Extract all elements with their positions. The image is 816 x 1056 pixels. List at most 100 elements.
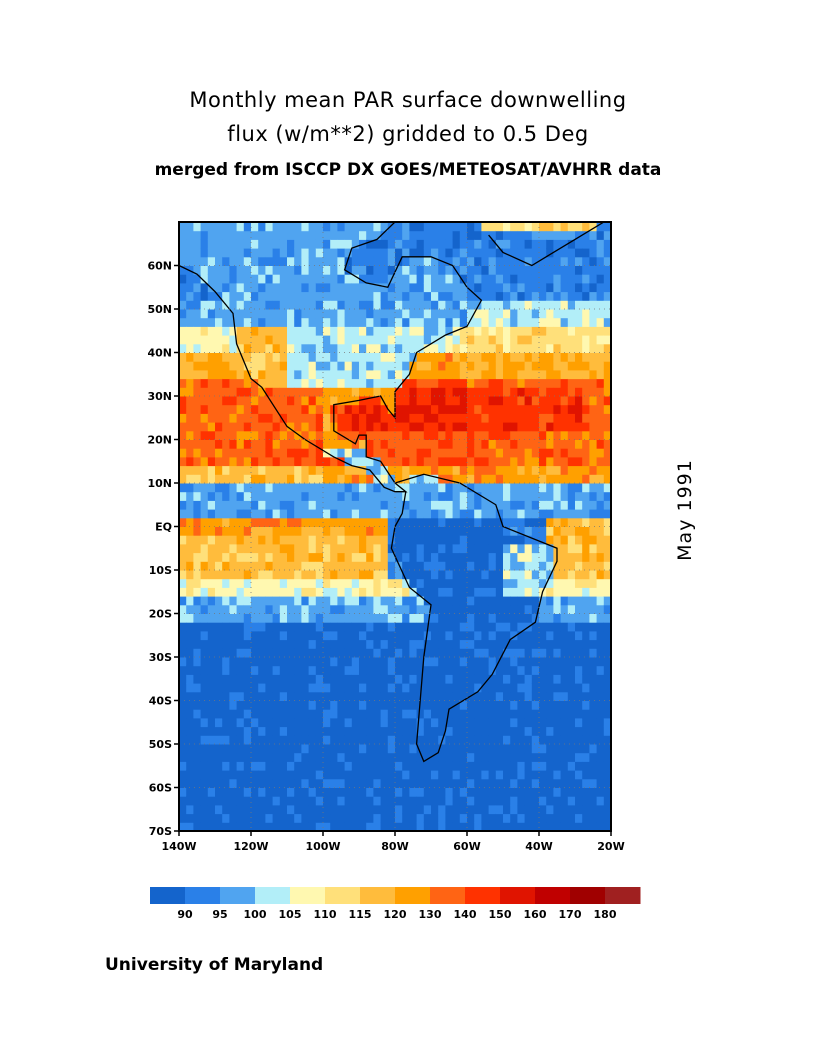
field-cell (546, 804, 554, 815)
field-cell (495, 274, 504, 284)
field-cell (207, 709, 216, 719)
field-cell (553, 396, 562, 406)
field-cell (560, 274, 569, 284)
field-cell (416, 239, 425, 249)
field-cell (315, 752, 324, 762)
field-cell (503, 526, 511, 536)
field-cell (488, 474, 497, 484)
field-cell (531, 465, 540, 475)
field-cell (416, 448, 425, 458)
field-cell (452, 735, 461, 745)
field-cell (380, 456, 389, 467)
field-cell (409, 804, 418, 815)
field-cell (265, 300, 274, 310)
field-cell (366, 378, 374, 388)
field-cell (416, 726, 425, 736)
field-cell (287, 352, 295, 362)
field-cell (351, 761, 360, 771)
field-cell (251, 726, 259, 736)
field-cell (258, 317, 266, 327)
field-cell (380, 500, 389, 510)
field-cell (236, 256, 245, 266)
field-cell (488, 744, 497, 754)
field-cell (445, 596, 454, 606)
field-cell (387, 369, 396, 380)
field-cell (596, 256, 605, 266)
field-cell (236, 239, 245, 249)
field-cell (279, 326, 288, 336)
field-cell (258, 282, 266, 293)
field-cell (546, 317, 554, 327)
field-cell (553, 326, 562, 336)
field-cell (215, 587, 223, 597)
field-cell (387, 787, 396, 797)
field-cell (409, 335, 418, 345)
field-cell (603, 622, 612, 632)
field-cell (308, 570, 317, 580)
field-cell (337, 239, 346, 249)
colorbar-swatch (395, 887, 431, 904)
field-cell (589, 317, 598, 327)
field-cell (222, 735, 230, 745)
field-cell (423, 387, 432, 397)
field-cell (236, 778, 245, 788)
field-cell (575, 422, 583, 432)
field-cell (200, 335, 209, 345)
field-cell (236, 622, 245, 632)
field-cell (467, 326, 475, 336)
field-cell (366, 274, 374, 284)
field-cell (517, 509, 526, 519)
field-cell (474, 491, 482, 501)
field-cell (366, 665, 374, 675)
field-cell (603, 430, 612, 440)
field-cell (560, 474, 569, 484)
field-cell (351, 239, 360, 249)
field-cell (582, 256, 590, 266)
field-cell (546, 596, 554, 606)
field-cell (258, 535, 266, 545)
field-cell (243, 744, 252, 754)
field-cell (553, 752, 562, 762)
field-cell (179, 752, 187, 762)
field-cell (495, 813, 504, 823)
field-cell (373, 552, 382, 562)
field-cell (481, 813, 490, 823)
field-cell (395, 274, 403, 284)
field-cell (215, 578, 223, 588)
field-cell (179, 639, 187, 649)
field-cell (416, 735, 425, 745)
field-cell (503, 317, 511, 327)
field-cell (272, 369, 281, 380)
field-cell (287, 604, 295, 614)
field-cell (294, 369, 302, 380)
field-cell (359, 343, 367, 353)
field-cell (596, 735, 605, 745)
field-cell (258, 326, 266, 336)
field-cell (495, 378, 504, 388)
field-cell (251, 309, 259, 319)
field-cell (229, 691, 238, 701)
field-cell (301, 422, 310, 432)
field-cell (380, 717, 389, 728)
field-cell (236, 804, 245, 815)
field-cell (517, 578, 526, 588)
field-cell (467, 665, 475, 675)
field-cell (503, 378, 511, 388)
field-cell (251, 778, 259, 788)
field-cell (560, 422, 569, 432)
field-cell (395, 778, 403, 788)
field-cell (193, 804, 202, 815)
field-cell (373, 526, 382, 536)
field-cell (315, 587, 324, 597)
field-cell (243, 665, 252, 675)
field-cell (560, 683, 569, 693)
field-cell (200, 543, 209, 554)
field-cell (423, 378, 432, 388)
field-cell (539, 378, 547, 388)
field-cell (395, 657, 403, 667)
field-cell (481, 387, 490, 397)
field-cell (452, 230, 461, 240)
field-cell (560, 439, 569, 449)
field-cell (459, 309, 468, 319)
field-cell (330, 430, 338, 440)
